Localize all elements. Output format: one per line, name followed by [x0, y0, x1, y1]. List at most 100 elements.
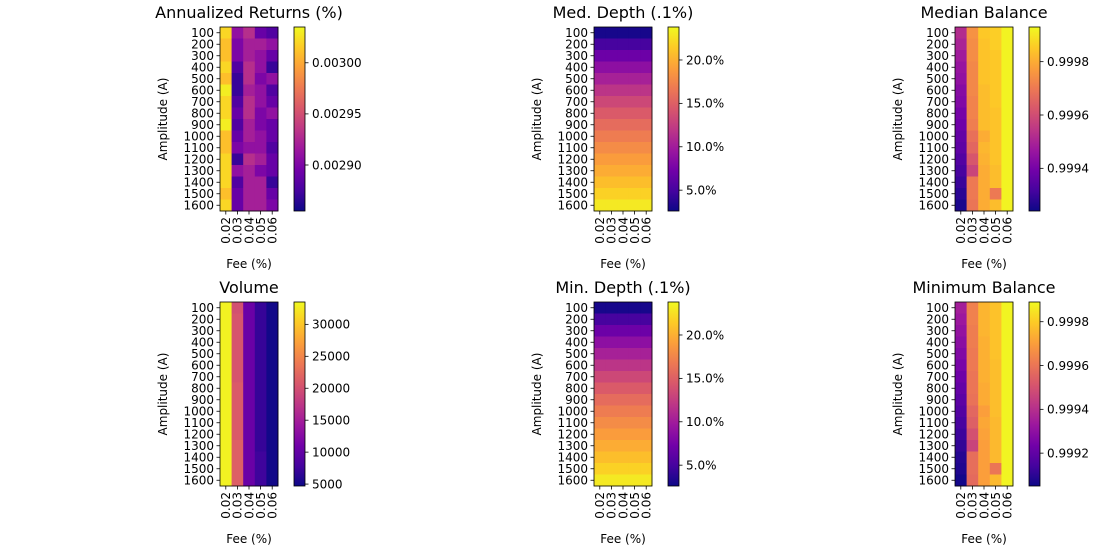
x-axis-label: Fee (%) [600, 257, 646, 271]
heatmap-cell [220, 165, 232, 177]
heatmap-cell [640, 96, 653, 108]
heatmap-cell [978, 359, 991, 372]
x-tick-label: 0.03 [231, 217, 245, 244]
y-tick-label: 100 [191, 26, 214, 40]
heatmap-cell [243, 130, 256, 143]
heatmap-cell [989, 142, 1002, 154]
y-axis-label: Amplitude (A) [156, 78, 170, 161]
heatmap-cell [254, 73, 267, 85]
heatmap-cell [1001, 325, 1014, 337]
heatmap-cell [955, 119, 967, 131]
heatmap-cells [220, 27, 279, 212]
y-tick-label: 200 [926, 38, 949, 52]
heatmap-cell [955, 188, 967, 200]
heatmap-cell [266, 61, 279, 74]
y-axis-label: Amplitude (A) [891, 78, 905, 161]
y-tick-label: 100 [926, 301, 949, 315]
heatmap-cell [594, 451, 606, 464]
heatmap-cell [989, 50, 1002, 62]
heatmap-cell [243, 440, 256, 452]
heatmap-cell [254, 313, 267, 326]
heatmap-cell [266, 440, 279, 452]
heatmap-cell [628, 463, 641, 475]
heatmap-cell [243, 153, 256, 166]
heatmap-cell [254, 336, 267, 349]
heatmap-cell [243, 325, 256, 337]
y-tick-label: 1600 [557, 199, 588, 213]
colorbar [667, 301, 680, 487]
heatmap-cell [1001, 107, 1014, 120]
heatmap-cell [966, 96, 979, 108]
heatmap-cell [978, 394, 991, 406]
heatmap-cell [640, 463, 653, 475]
heatmap-cell [254, 428, 267, 441]
heatmap-cell [243, 199, 256, 212]
heatmap-cell [955, 371, 967, 383]
heatmap-cell [989, 165, 1002, 177]
heatmap-cell [978, 188, 991, 200]
y-tick-label: 1500 [557, 187, 588, 201]
x-tick-label: 0.06 [266, 492, 280, 519]
heatmap-cell [978, 153, 991, 166]
y-tick-label: 1400 [918, 176, 949, 190]
heatmap-cell [628, 165, 641, 177]
heatmap-cell [266, 176, 279, 189]
heatmap-cell [978, 371, 991, 383]
heatmap-cell [966, 451, 979, 464]
y-tick-label: 1600 [557, 474, 588, 488]
heatmap-cell [266, 451, 279, 464]
heatmap-cell [243, 176, 256, 189]
heatmap-cell [220, 176, 232, 189]
x-axis-label: Fee (%) [226, 257, 272, 271]
heatmap-cell [978, 176, 991, 189]
heatmap-cell [266, 371, 279, 383]
heatmap-cell [605, 73, 618, 85]
x-tick-label: 0.05 [628, 492, 642, 519]
heatmap-cell [640, 451, 653, 464]
heatmap-cell [1001, 165, 1014, 177]
heatmap-cell [594, 313, 606, 326]
heatmap-cell [254, 165, 267, 177]
heatmap-cell [594, 382, 606, 395]
heatmap-cell [966, 405, 979, 418]
heatmap-cell [243, 394, 256, 406]
heatmap-cell [254, 199, 267, 212]
heatmap-cell [594, 153, 606, 166]
heatmap-cell [243, 474, 256, 487]
x-tick-label: 0.05 [254, 217, 268, 244]
x-tick-label: 0.06 [640, 217, 654, 244]
y-tick-label: 1600 [183, 199, 214, 213]
heatmap-cell [254, 188, 267, 200]
heatmap-cell [220, 428, 232, 441]
y-tick-label: 400 [565, 336, 588, 350]
heatmap-cell [989, 130, 1002, 143]
y-tick-label: 1400 [183, 176, 214, 190]
heatmap-cell [617, 463, 630, 475]
heatmap-cell [1001, 405, 1014, 418]
heatmap-cell [1001, 96, 1014, 108]
heatmap-cells [220, 302, 279, 487]
heatmap-cell [989, 382, 1002, 395]
heatmap-cell [254, 176, 267, 189]
y-tick-label: 400 [191, 61, 214, 75]
heatmap-cell [594, 188, 606, 200]
x-tick-label: 0.02 [219, 492, 233, 519]
heatmap-cell [594, 142, 606, 154]
x-tick-label: 0.04 [242, 492, 256, 519]
heatmap-cell [605, 50, 618, 62]
colorbar-tick-label: 5.0% [686, 458, 717, 472]
heatmap-cell [955, 348, 967, 360]
heatmap-cell [605, 359, 618, 372]
y-tick-label: 1300 [183, 164, 214, 178]
y-tick-label: 500 [565, 72, 588, 86]
y-tick-label: 1000 [557, 405, 588, 419]
heatmap-cell [231, 176, 244, 189]
heatmap-cell [989, 96, 1002, 108]
heatmap-cell [978, 73, 991, 85]
heatmap-cell [628, 348, 641, 360]
heatmap-cell [955, 96, 967, 108]
heatmap-cell [220, 199, 232, 212]
y-tick-label: 800 [565, 382, 588, 396]
heatmap-cell [989, 371, 1002, 383]
heatmap-cell [978, 474, 991, 487]
